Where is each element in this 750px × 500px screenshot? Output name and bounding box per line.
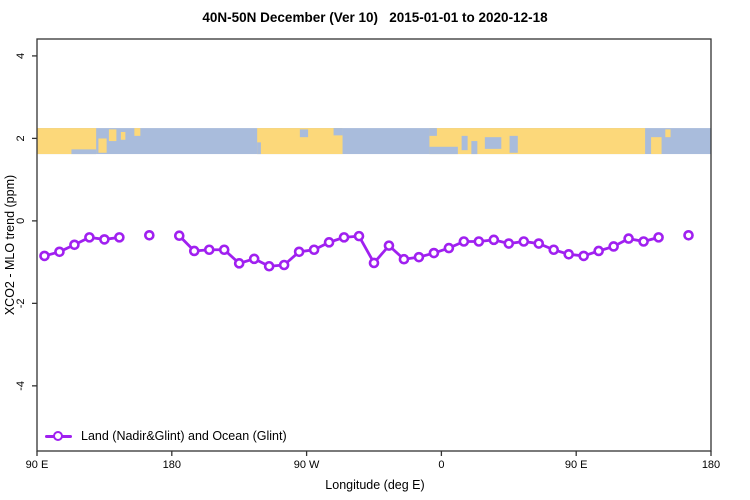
data-point-marker <box>39 250 50 262</box>
data-point-marker <box>443 242 455 254</box>
chart-title: 40N-50N December (Ver 10) 2015-01-01 to … <box>202 10 548 25</box>
data-point-marker <box>413 251 425 263</box>
map-land-patch <box>108 129 117 142</box>
data-point-marker <box>428 247 440 259</box>
x-axis-label: Longitude (deg E) <box>325 478 425 492</box>
data-point-marker <box>683 230 694 241</box>
legend-label: Land (Nadir&Glint) and Ocean (Glint) <box>81 429 287 443</box>
data-point-marker <box>114 232 125 243</box>
x-tick-label: 0 <box>438 459 444 471</box>
data-point-marker <box>488 234 500 246</box>
data-point-marker <box>203 244 215 256</box>
data-point-marker <box>353 230 365 242</box>
map-land-patch <box>98 138 107 153</box>
y-tick-label: -4 <box>15 381 27 391</box>
map-ocean-patch <box>509 135 518 153</box>
data-point-marker <box>338 232 350 243</box>
data-point-marker <box>84 232 95 243</box>
data-point-marker <box>503 238 515 249</box>
x-axis: 90 E 180 90 W 0 90 E 180 <box>26 451 720 471</box>
data-point-marker <box>458 236 470 247</box>
y-axis: 4 2 0 -2 -4 <box>15 53 37 391</box>
data-point-marker <box>563 248 575 260</box>
map-ocean-patch <box>429 146 458 155</box>
data-point-marker <box>188 245 200 257</box>
data-point-marker <box>638 236 649 247</box>
data-point-marker <box>473 236 485 247</box>
data-point-marker <box>99 234 110 245</box>
data-point-marker <box>233 258 245 269</box>
data-series <box>39 230 694 272</box>
x-tick-label: 90 E <box>565 459 588 471</box>
data-point-marker <box>518 236 530 247</box>
y-tick-label: 0 <box>15 218 27 224</box>
map-ocean-patch <box>71 149 97 155</box>
map-land-patch <box>134 128 141 136</box>
y-tick-label: 4 <box>15 53 27 59</box>
data-point-marker <box>533 238 545 249</box>
y-tick-label: -2 <box>15 298 27 308</box>
data-point-marker <box>218 244 230 256</box>
data-point-marker <box>323 237 335 248</box>
data-point-marker <box>548 244 560 256</box>
x-tick-label: 90 E <box>26 459 49 471</box>
data-point-marker <box>248 253 260 265</box>
data-point-marker <box>173 230 185 242</box>
legend-line-marker-icon <box>45 430 72 442</box>
map-ocean-patch <box>257 142 261 155</box>
data-point-marker <box>398 253 410 265</box>
data-point-marker <box>308 244 320 256</box>
data-point-marker <box>293 246 305 258</box>
legend: Land (Nadir&Glint) and Ocean (Glint) <box>45 429 287 443</box>
x-tick-label: 90 W <box>294 459 320 471</box>
data-point-marker <box>69 239 80 251</box>
data-point-marker <box>144 230 155 241</box>
data-point-marker <box>578 250 589 262</box>
map-ocean-patch <box>333 128 343 136</box>
map-ocean-patch <box>461 135 468 151</box>
data-point-marker <box>653 232 664 243</box>
map-ocean-patch <box>471 141 478 155</box>
data-point-marker <box>383 240 395 251</box>
y-axis-label: XCO2 - MLO trend (ppm) <box>3 174 17 316</box>
x-tick-label: 180 <box>702 459 720 471</box>
map-ocean-patch <box>429 128 437 136</box>
data-point-marker <box>263 260 275 272</box>
map-land-patch <box>651 137 662 155</box>
data-point-marker <box>623 233 634 244</box>
map-ocean-patch <box>299 129 309 138</box>
map-band <box>37 128 711 155</box>
map-ocean-patch <box>484 137 502 149</box>
y-tick-label: 2 <box>15 135 27 141</box>
data-point-marker <box>278 259 290 271</box>
data-point-marker <box>593 245 604 257</box>
map-land-patch <box>120 131 126 140</box>
data-point-marker <box>608 241 619 252</box>
map-land-patch <box>665 129 671 138</box>
plot-border <box>36 38 712 452</box>
data-point-marker <box>368 257 380 269</box>
data-point-marker <box>54 246 65 258</box>
x-tick-label: 180 <box>163 459 181 471</box>
